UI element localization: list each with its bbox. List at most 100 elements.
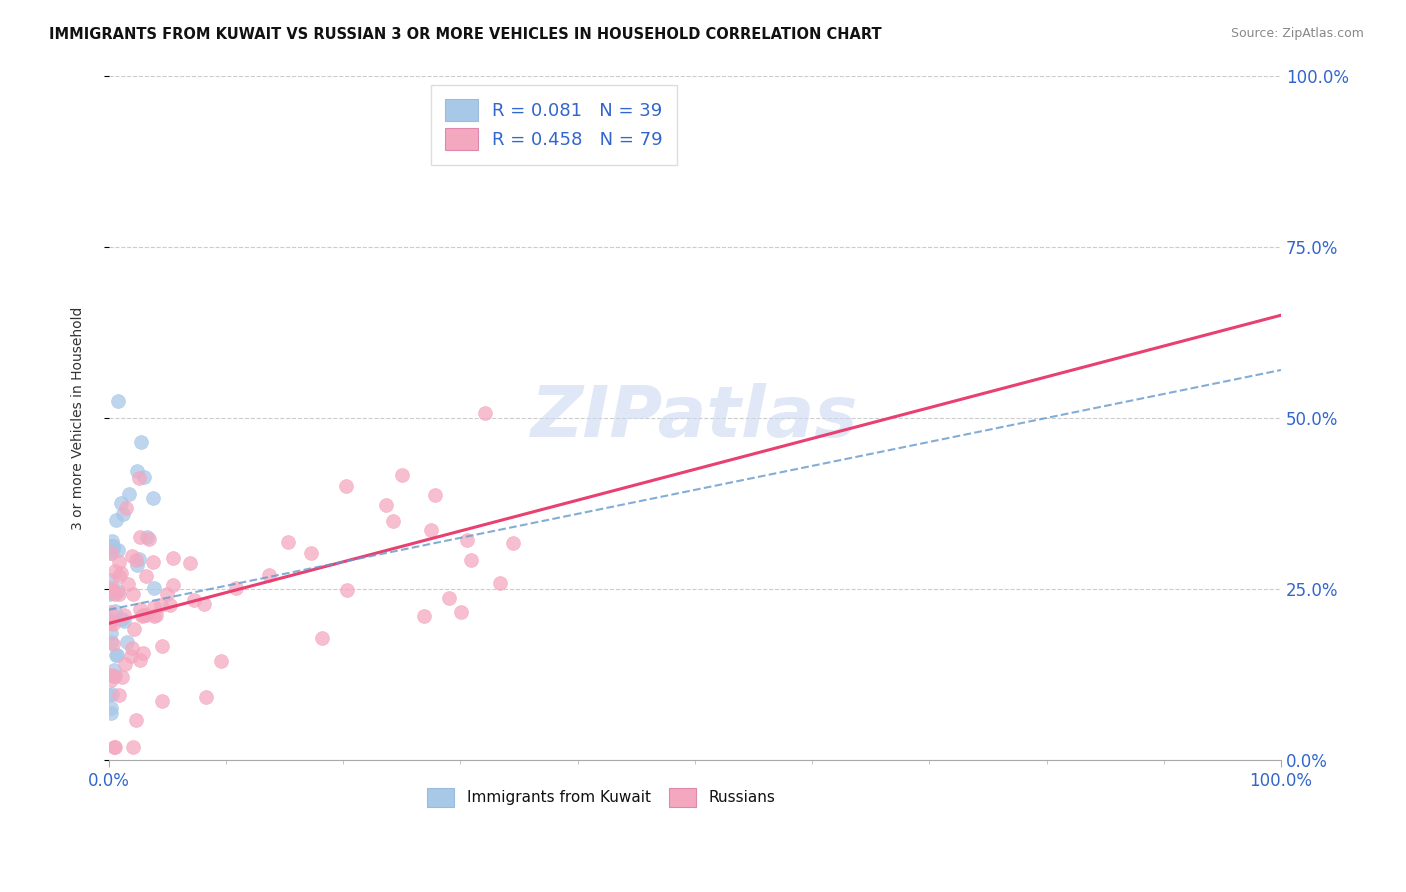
Point [108, 586, 131, 600]
Point [100, 581, 122, 595]
Point [209, 654, 232, 668]
Point [98, 539, 121, 553]
Point [122, 622, 145, 636]
Point [375, 498, 398, 512]
Point [150, 694, 173, 708]
Point [100, 668, 122, 682]
Point [108, 688, 131, 702]
Point [225, 581, 247, 595]
Point [104, 564, 127, 578]
Point [100, 673, 122, 687]
Point [101, 534, 124, 549]
Point [127, 464, 149, 478]
Point [111, 612, 134, 626]
Point [110, 566, 132, 580]
Point [105, 512, 128, 526]
Point [474, 406, 496, 420]
Point [143, 600, 166, 615]
Point [117, 577, 139, 591]
Point [179, 556, 201, 570]
Point [413, 608, 436, 623]
Point [115, 635, 138, 649]
Point [118, 486, 141, 500]
Point [132, 646, 155, 660]
Point [100, 616, 122, 631]
Point [142, 491, 165, 506]
Point [103, 663, 125, 677]
Point [125, 713, 148, 727]
Point [104, 739, 127, 754]
Point [100, 626, 122, 640]
Point [194, 690, 217, 704]
Point [135, 568, 157, 582]
Point [128, 530, 150, 544]
Y-axis label: 3 or more Vehicles in Household: 3 or more Vehicles in Household [72, 306, 86, 530]
Point [150, 598, 173, 612]
Point [101, 616, 124, 631]
Point [105, 648, 128, 662]
Text: Source: ZipAtlas.com: Source: ZipAtlas.com [1230, 27, 1364, 40]
Point [100, 635, 122, 649]
Point [101, 688, 124, 702]
Point [142, 555, 165, 569]
Point [105, 648, 128, 662]
Point [489, 576, 512, 591]
Point [120, 649, 142, 664]
Point [124, 553, 146, 567]
Point [100, 615, 122, 629]
Point [162, 551, 184, 566]
Point [299, 546, 322, 560]
Point [108, 555, 131, 569]
Point [103, 541, 125, 556]
Point [125, 558, 148, 573]
Point [107, 584, 129, 599]
Point [104, 587, 127, 601]
Point [183, 592, 205, 607]
Point [132, 470, 155, 484]
Point [502, 536, 524, 550]
Point [103, 637, 125, 651]
Point [135, 530, 157, 544]
Point [156, 586, 179, 600]
Legend: Immigrants from Kuwait, Russians: Immigrants from Kuwait, Russians [419, 780, 783, 814]
Point [122, 587, 145, 601]
Point [131, 608, 153, 623]
Point [122, 739, 145, 754]
Point [111, 670, 134, 684]
Point [100, 701, 122, 715]
Text: IMMIGRANTS FROM KUWAIT VS RUSSIAN 3 OR MORE VEHICLES IN HOUSEHOLD CORRELATION CH: IMMIGRANTS FROM KUWAIT VS RUSSIAN 3 OR M… [49, 27, 882, 42]
Point [419, 523, 441, 537]
Point [132, 608, 155, 623]
Point [98, 587, 121, 601]
Point [98, 606, 121, 620]
Point [101, 586, 124, 600]
Point [115, 500, 138, 515]
Point [425, 488, 447, 502]
Point [121, 641, 143, 656]
Point [336, 582, 359, 597]
Point [104, 604, 127, 618]
Point [162, 578, 184, 592]
Point [129, 601, 152, 615]
Point [450, 605, 472, 619]
Point [110, 496, 132, 510]
Point [100, 615, 122, 629]
Point [128, 470, 150, 484]
Point [100, 706, 122, 721]
Point [277, 534, 299, 549]
Point [257, 567, 280, 582]
Point [129, 434, 152, 449]
Point [150, 639, 173, 653]
Point [311, 631, 333, 645]
Point [103, 739, 125, 754]
Text: ZIPatlas: ZIPatlas [531, 384, 859, 452]
Point [391, 468, 413, 483]
Point [100, 573, 122, 587]
Point [460, 553, 482, 567]
Point [159, 598, 181, 612]
Point [437, 591, 460, 606]
Point [121, 549, 143, 563]
Point [101, 583, 124, 598]
Point [143, 609, 166, 624]
Point [138, 532, 160, 546]
